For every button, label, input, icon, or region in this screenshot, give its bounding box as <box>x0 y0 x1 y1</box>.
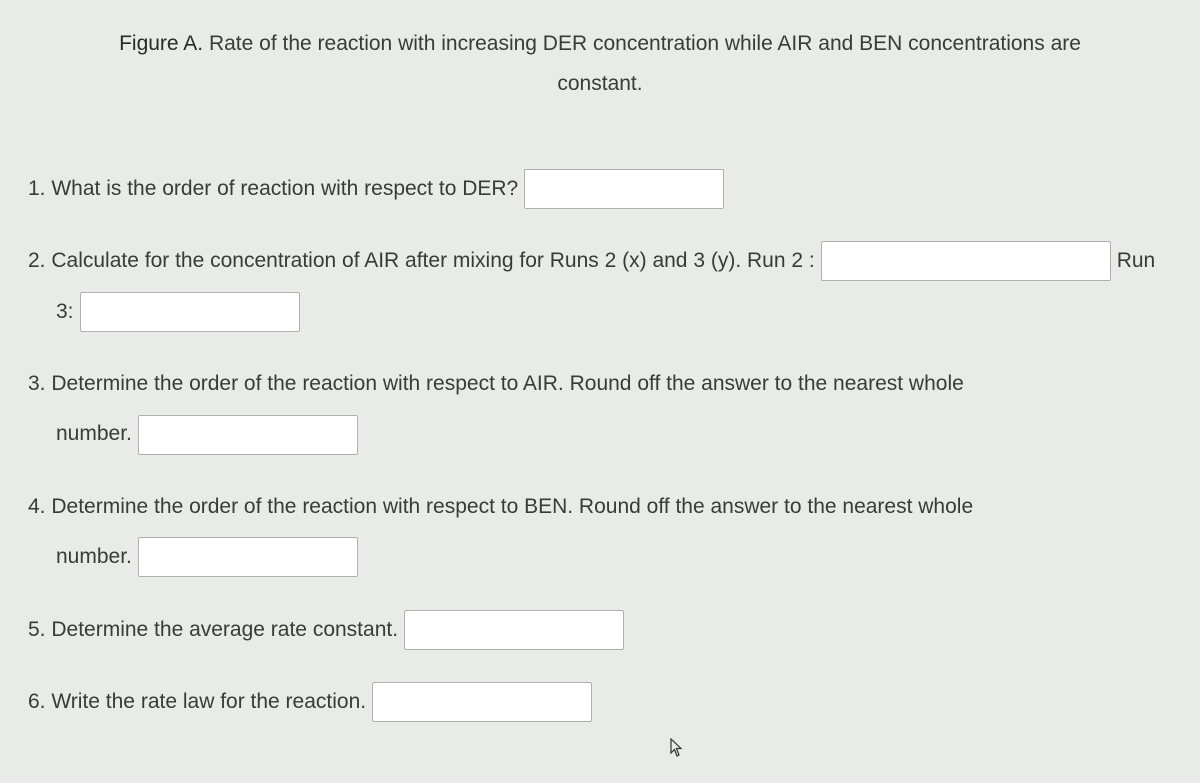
figure-caption: Figure A. Rate of the reaction with incr… <box>28 24 1172 104</box>
q5-text: 5. Determine the average rate constant. <box>28 605 398 655</box>
q2-text-b: 3: <box>56 287 74 337</box>
q6-answer-input[interactable] <box>372 682 592 722</box>
q2-run2-input[interactable] <box>821 241 1111 281</box>
q1-answer-input[interactable] <box>524 169 724 209</box>
q6-text: 6. Write the rate law for the reaction. <box>28 677 366 727</box>
q3-text-a: 3. Determine the order of the reaction w… <box>28 359 964 409</box>
q1-text: 1. What is the order of reaction with re… <box>28 164 518 214</box>
q4-text-b: number. <box>56 532 132 582</box>
q2-trail-a: Run <box>1117 236 1156 286</box>
question-3: 3. Determine the order of the reaction w… <box>28 359 1172 460</box>
q3-text-b: number. <box>56 409 132 459</box>
q3-answer-input[interactable] <box>138 415 358 455</box>
figure-lead: Figure A. <box>119 32 203 55</box>
cursor-icon <box>670 738 686 764</box>
figure-line2: constant. <box>557 72 642 95</box>
question-1: 1. What is the order of reaction with re… <box>28 164 1172 214</box>
q2-text-a: 2. Calculate for the concentration of AI… <box>28 236 815 286</box>
q5-answer-input[interactable] <box>404 610 624 650</box>
q4-text-a: 4. Determine the order of the reaction w… <box>28 482 973 532</box>
question-2: 2. Calculate for the concentration of AI… <box>28 236 1172 337</box>
q4-answer-input[interactable] <box>138 537 358 577</box>
figure-line1: Rate of the reaction with increasing DER… <box>203 32 1081 55</box>
question-5: 5. Determine the average rate constant. <box>28 605 1172 655</box>
question-6: 6. Write the rate law for the reaction. <box>28 677 1172 727</box>
q2-run3-input[interactable] <box>80 292 300 332</box>
question-4: 4. Determine the order of the reaction w… <box>28 482 1172 583</box>
